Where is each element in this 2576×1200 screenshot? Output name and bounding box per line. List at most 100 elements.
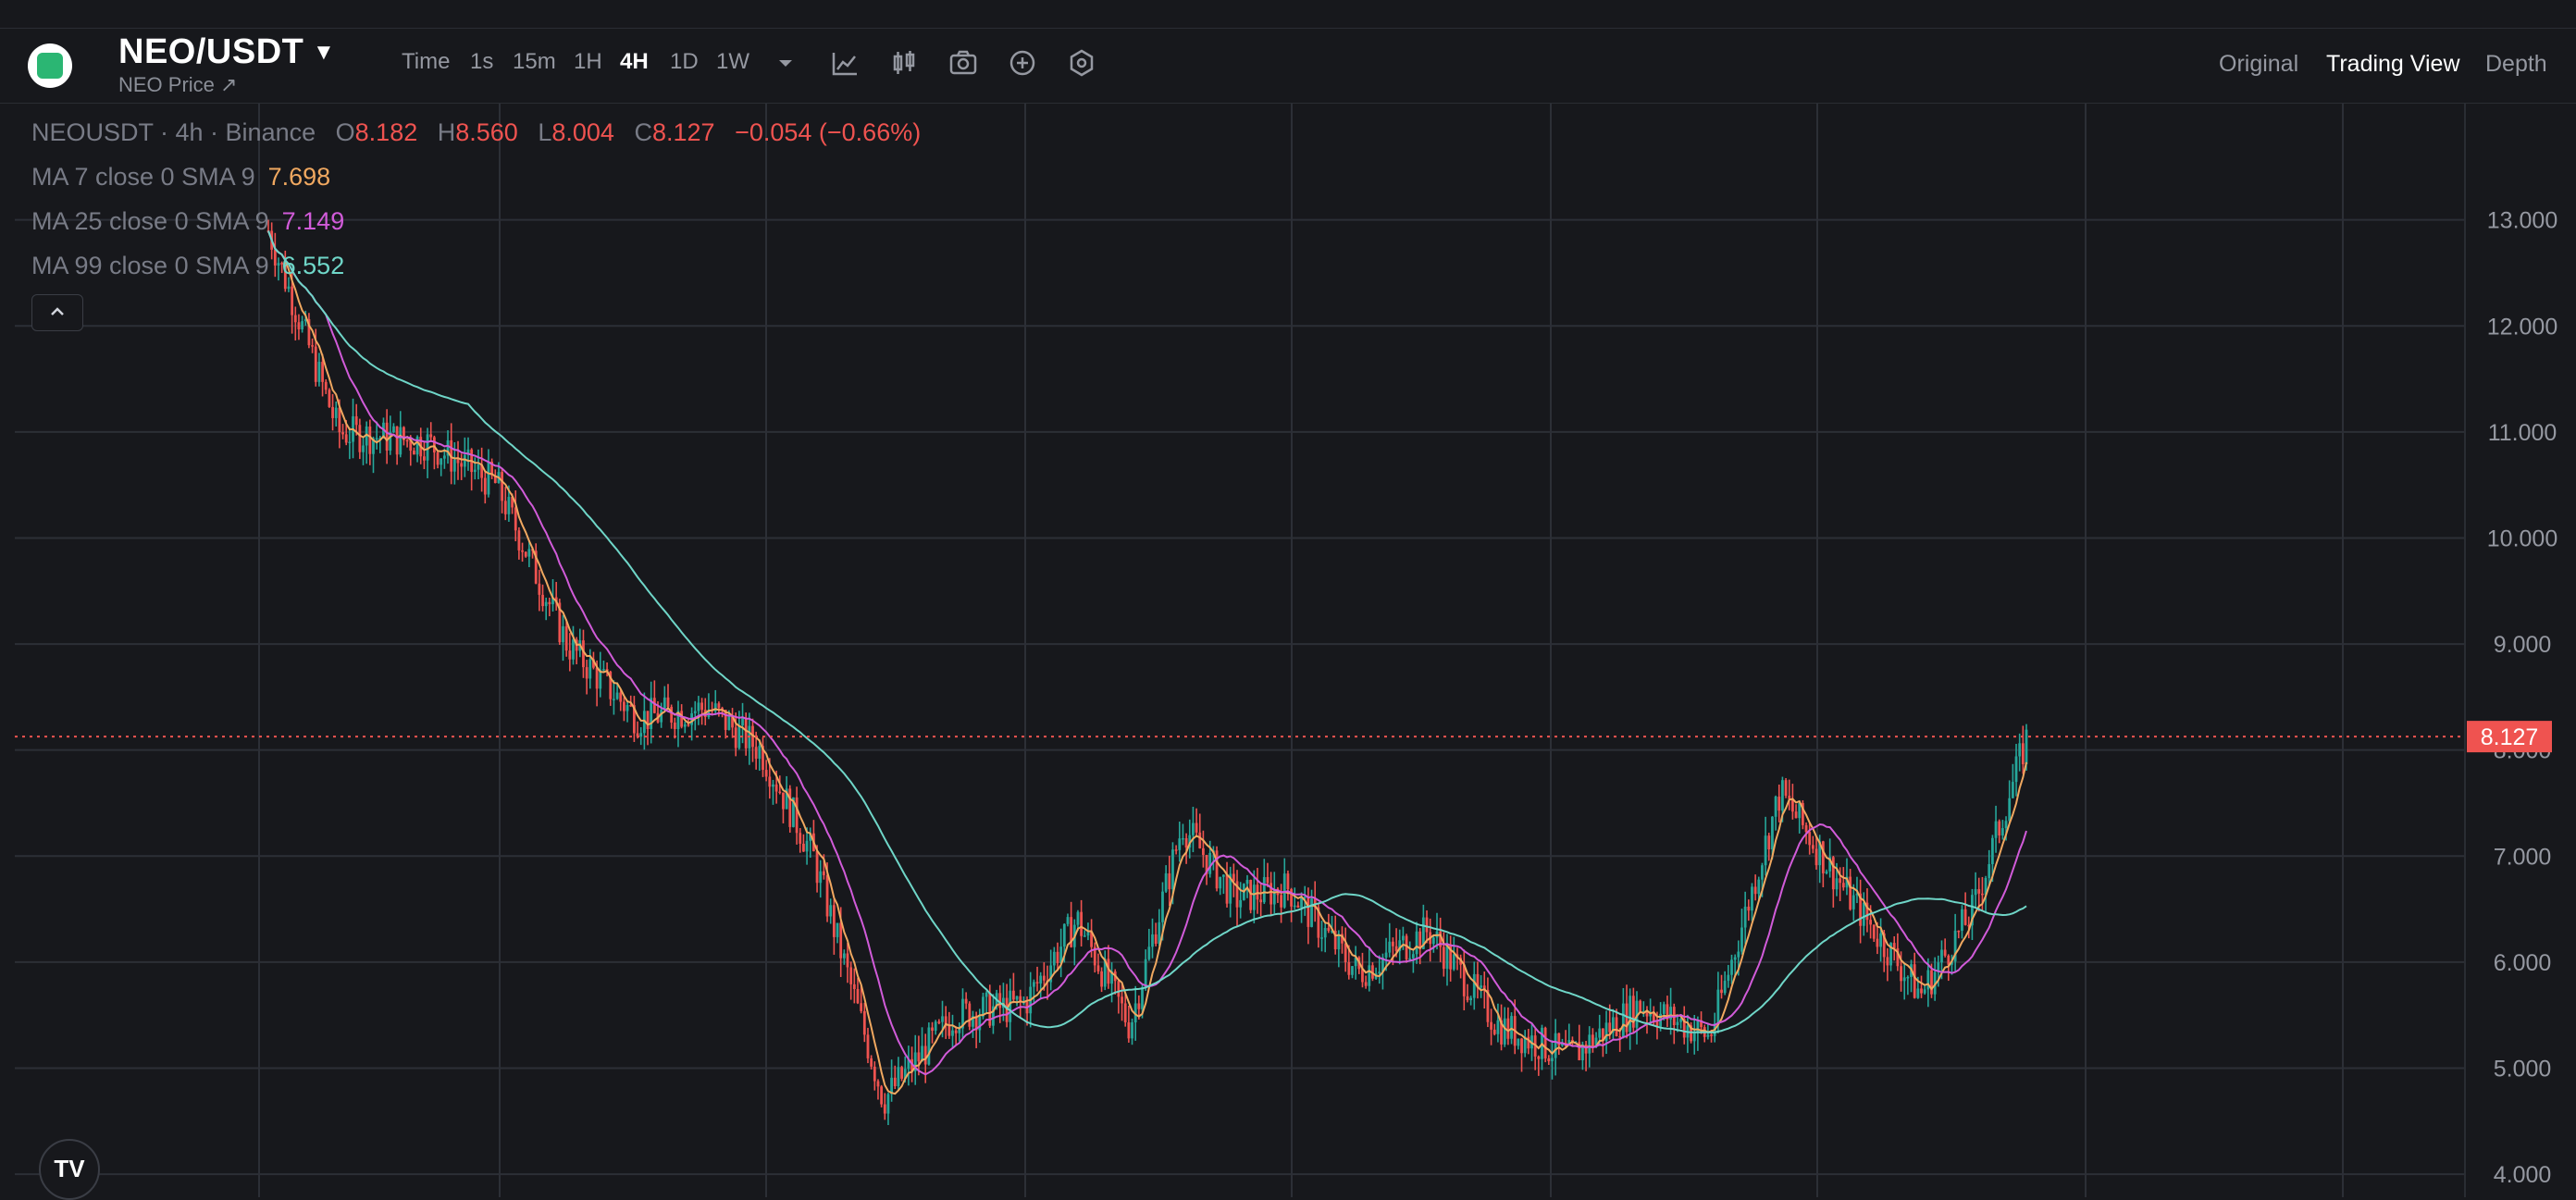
chevron-down-icon[interactable]: ▼ xyxy=(313,40,335,65)
candle-body xyxy=(1282,873,1286,908)
ma7-legend[interactable]: MA 7 close 0 SMA 9 7.698 xyxy=(31,163,330,192)
view-depth[interactable]: Depth xyxy=(2485,51,2547,77)
candle-body xyxy=(2021,743,2025,765)
candle-body xyxy=(1635,1000,1639,1028)
candle-body xyxy=(1354,957,1357,967)
candle-body xyxy=(480,464,484,478)
candle-body xyxy=(1682,1019,1686,1038)
settings-icon[interactable] xyxy=(1064,45,1099,80)
timeframe-15m[interactable]: 15m xyxy=(513,49,556,74)
price-chart[interactable]: 13.00012.00011.00010.0009.0008.0007.0006… xyxy=(0,104,2576,1197)
indicator-icon[interactable] xyxy=(827,45,862,80)
candle-body xyxy=(1862,902,1865,926)
candle-body xyxy=(1503,1018,1506,1045)
candle-body xyxy=(1953,930,1957,962)
candle-body xyxy=(1490,1021,1492,1030)
candle-body xyxy=(1916,988,1920,998)
timeframe-1h[interactable]: 1H xyxy=(574,49,602,74)
timeframe-4h[interactable]: 4H xyxy=(620,49,649,74)
candle-body xyxy=(727,716,731,730)
candle-body xyxy=(1753,886,1757,895)
price-link[interactable]: NEO Price ↗ xyxy=(118,73,238,96)
candle-body xyxy=(1740,927,1743,952)
view-trading-view[interactable]: Trading View xyxy=(2326,51,2460,77)
candle-body xyxy=(1963,909,1967,925)
candle-body xyxy=(1262,876,1266,903)
view-original[interactable]: Original xyxy=(2219,51,2299,77)
y-axis-tick-label: 12.000 xyxy=(2487,314,2557,340)
current-price-label: 8.127 xyxy=(2481,724,2539,750)
candle-body xyxy=(1578,1042,1581,1061)
candle-body xyxy=(503,501,507,514)
candle-body xyxy=(1472,973,1476,998)
candle-body xyxy=(913,1052,917,1071)
candle-body xyxy=(1486,989,1490,1022)
ma7-value: 7.698 xyxy=(267,163,331,191)
candle-body xyxy=(636,733,639,737)
candle-body xyxy=(483,477,487,495)
candle-body xyxy=(291,286,294,315)
candle-body xyxy=(1794,811,1798,819)
candle-body xyxy=(1093,946,1096,966)
candle-body xyxy=(625,704,629,711)
candle-body xyxy=(1818,841,1822,866)
candle-body xyxy=(1855,893,1859,896)
tradingview-logo-icon[interactable]: TV xyxy=(39,1139,100,1200)
candle-body xyxy=(1245,879,1249,885)
ma99-legend[interactable]: MA 99 close 0 SMA 9 6.552 xyxy=(31,252,344,280)
candle-body xyxy=(2018,743,2022,757)
candle-body xyxy=(1947,955,1951,965)
candle-body xyxy=(931,1027,934,1032)
candle-body xyxy=(548,601,551,605)
candle-body xyxy=(341,432,344,435)
candle-body xyxy=(860,1003,863,1011)
candle-body xyxy=(944,1016,947,1026)
candle-body xyxy=(1381,957,1384,972)
candle-body xyxy=(331,406,334,418)
close-label: C xyxy=(634,118,652,146)
candle-body xyxy=(1940,949,1943,963)
candle-body xyxy=(334,407,338,418)
candle-body xyxy=(880,1086,884,1105)
current-price-label-box xyxy=(2467,721,2552,753)
candle-body xyxy=(301,321,304,330)
candle-body xyxy=(1900,966,1902,982)
candle-body xyxy=(338,407,341,433)
candle-body xyxy=(1859,893,1863,926)
candle-body xyxy=(1195,823,1198,833)
timeframe-1w[interactable]: 1W xyxy=(716,49,749,74)
candle-body xyxy=(1767,835,1771,849)
candle-body xyxy=(303,319,307,322)
candle-body xyxy=(1002,997,1005,1008)
candle-body xyxy=(1337,934,1341,950)
candle-body xyxy=(477,464,480,470)
candle-body xyxy=(395,426,399,455)
plus-circle-icon[interactable] xyxy=(1005,45,1040,80)
candle-body xyxy=(937,1021,941,1023)
candles-icon[interactable] xyxy=(886,45,922,80)
symbol-title[interactable]: NEO/USDT xyxy=(118,32,304,71)
ma25-legend[interactable]: MA 25 close 0 SMA 9 7.149 xyxy=(31,207,344,236)
timeframe-more-chevron-down-icon[interactable] xyxy=(768,45,803,80)
timeframe-1d[interactable]: 1D xyxy=(670,49,699,74)
timeframe-time[interactable]: Time xyxy=(402,49,451,74)
candle-body xyxy=(1269,883,1273,905)
candle-body xyxy=(1889,943,1892,966)
candle-body xyxy=(562,625,564,643)
candle-body xyxy=(809,833,812,841)
candle-body xyxy=(1967,924,1971,927)
candle-body xyxy=(1852,895,1855,909)
candle-body xyxy=(1706,1034,1710,1037)
candle-body xyxy=(903,1069,907,1079)
candle-body xyxy=(1286,873,1290,890)
candle-body xyxy=(1723,981,1727,994)
candle-body xyxy=(666,697,670,708)
candle-body xyxy=(1121,996,1123,1004)
candle-body xyxy=(1841,883,1845,888)
candle-body xyxy=(582,640,585,668)
candle-body xyxy=(1641,1010,1645,1013)
collapse-legend-button[interactable] xyxy=(31,294,83,331)
timeframe-1s[interactable]: 1s xyxy=(470,49,494,74)
camera-icon[interactable] xyxy=(946,45,981,80)
candle-body xyxy=(1629,996,1632,1033)
